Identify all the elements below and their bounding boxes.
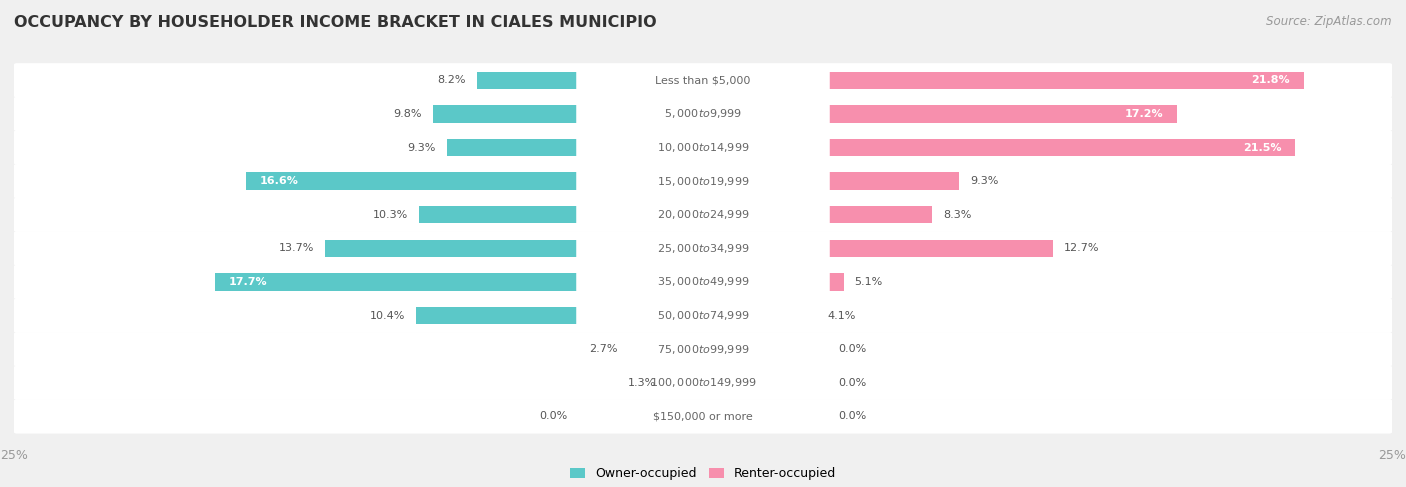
Text: 8.2%: 8.2% bbox=[437, 75, 465, 85]
FancyBboxPatch shape bbox=[13, 299, 1393, 333]
Bar bbox=[703, 273, 844, 291]
FancyBboxPatch shape bbox=[13, 63, 1393, 97]
FancyBboxPatch shape bbox=[576, 404, 830, 429]
FancyBboxPatch shape bbox=[576, 269, 830, 295]
Text: 0.0%: 0.0% bbox=[838, 412, 866, 421]
Text: 17.7%: 17.7% bbox=[229, 277, 267, 287]
FancyBboxPatch shape bbox=[576, 101, 830, 127]
Bar bbox=[703, 240, 1053, 257]
Text: $35,000 to $49,999: $35,000 to $49,999 bbox=[657, 276, 749, 288]
Bar bbox=[416, 307, 703, 324]
FancyBboxPatch shape bbox=[13, 332, 1393, 366]
Text: OCCUPANCY BY HOUSEHOLDER INCOME BRACKET IN CIALES MUNICIPIO: OCCUPANCY BY HOUSEHOLDER INCOME BRACKET … bbox=[14, 15, 657, 30]
FancyBboxPatch shape bbox=[576, 303, 830, 328]
Text: $150,000 or more: $150,000 or more bbox=[654, 412, 752, 421]
Text: 21.5%: 21.5% bbox=[1243, 143, 1282, 152]
FancyBboxPatch shape bbox=[576, 202, 830, 227]
FancyBboxPatch shape bbox=[13, 131, 1393, 165]
Text: $15,000 to $19,999: $15,000 to $19,999 bbox=[657, 175, 749, 187]
Bar bbox=[325, 240, 703, 257]
Text: Source: ZipAtlas.com: Source: ZipAtlas.com bbox=[1267, 15, 1392, 28]
Bar bbox=[215, 273, 703, 291]
Bar bbox=[703, 206, 932, 224]
Text: $25,000 to $34,999: $25,000 to $34,999 bbox=[657, 242, 749, 255]
FancyBboxPatch shape bbox=[576, 337, 830, 362]
Text: $20,000 to $24,999: $20,000 to $24,999 bbox=[657, 208, 749, 221]
Text: 0.0%: 0.0% bbox=[838, 378, 866, 388]
Bar bbox=[628, 340, 703, 358]
Text: 0.0%: 0.0% bbox=[838, 344, 866, 354]
Text: $100,000 to $149,999: $100,000 to $149,999 bbox=[650, 376, 756, 389]
FancyBboxPatch shape bbox=[13, 399, 1393, 433]
Text: 2.7%: 2.7% bbox=[589, 344, 617, 354]
Text: 9.3%: 9.3% bbox=[970, 176, 998, 186]
Text: 16.6%: 16.6% bbox=[259, 176, 298, 186]
Text: 0.0%: 0.0% bbox=[540, 412, 568, 421]
Text: Less than $5,000: Less than $5,000 bbox=[655, 75, 751, 85]
Text: 10.4%: 10.4% bbox=[370, 311, 405, 320]
Text: $75,000 to $99,999: $75,000 to $99,999 bbox=[657, 343, 749, 356]
FancyBboxPatch shape bbox=[13, 198, 1393, 232]
Text: 10.3%: 10.3% bbox=[373, 210, 408, 220]
Text: 1.3%: 1.3% bbox=[628, 378, 657, 388]
Text: 9.3%: 9.3% bbox=[408, 143, 436, 152]
Text: 17.2%: 17.2% bbox=[1125, 109, 1163, 119]
Legend: Owner-occupied, Renter-occupied: Owner-occupied, Renter-occupied bbox=[565, 462, 841, 485]
Text: 5.1%: 5.1% bbox=[855, 277, 883, 287]
FancyBboxPatch shape bbox=[13, 97, 1393, 131]
FancyBboxPatch shape bbox=[576, 370, 830, 395]
Bar bbox=[433, 105, 703, 123]
FancyBboxPatch shape bbox=[13, 231, 1393, 265]
Text: 9.8%: 9.8% bbox=[394, 109, 422, 119]
FancyBboxPatch shape bbox=[13, 366, 1393, 400]
Text: $50,000 to $74,999: $50,000 to $74,999 bbox=[657, 309, 749, 322]
Bar bbox=[246, 172, 703, 190]
Bar bbox=[703, 172, 959, 190]
Bar bbox=[703, 105, 1177, 123]
FancyBboxPatch shape bbox=[576, 169, 830, 194]
Bar bbox=[703, 139, 1295, 156]
Text: 13.7%: 13.7% bbox=[278, 244, 315, 253]
FancyBboxPatch shape bbox=[576, 135, 830, 160]
Text: 21.8%: 21.8% bbox=[1251, 75, 1289, 85]
Text: 12.7%: 12.7% bbox=[1064, 244, 1099, 253]
Bar bbox=[477, 72, 703, 89]
Bar bbox=[703, 72, 1303, 89]
FancyBboxPatch shape bbox=[576, 236, 830, 261]
Text: $10,000 to $14,999: $10,000 to $14,999 bbox=[657, 141, 749, 154]
FancyBboxPatch shape bbox=[13, 164, 1393, 198]
Text: $5,000 to $9,999: $5,000 to $9,999 bbox=[664, 108, 742, 120]
Bar bbox=[703, 307, 815, 324]
Bar bbox=[419, 206, 703, 224]
Bar bbox=[447, 139, 703, 156]
FancyBboxPatch shape bbox=[576, 68, 830, 93]
Bar bbox=[668, 374, 703, 392]
Text: 8.3%: 8.3% bbox=[943, 210, 972, 220]
Text: 4.1%: 4.1% bbox=[827, 311, 855, 320]
FancyBboxPatch shape bbox=[13, 265, 1393, 299]
